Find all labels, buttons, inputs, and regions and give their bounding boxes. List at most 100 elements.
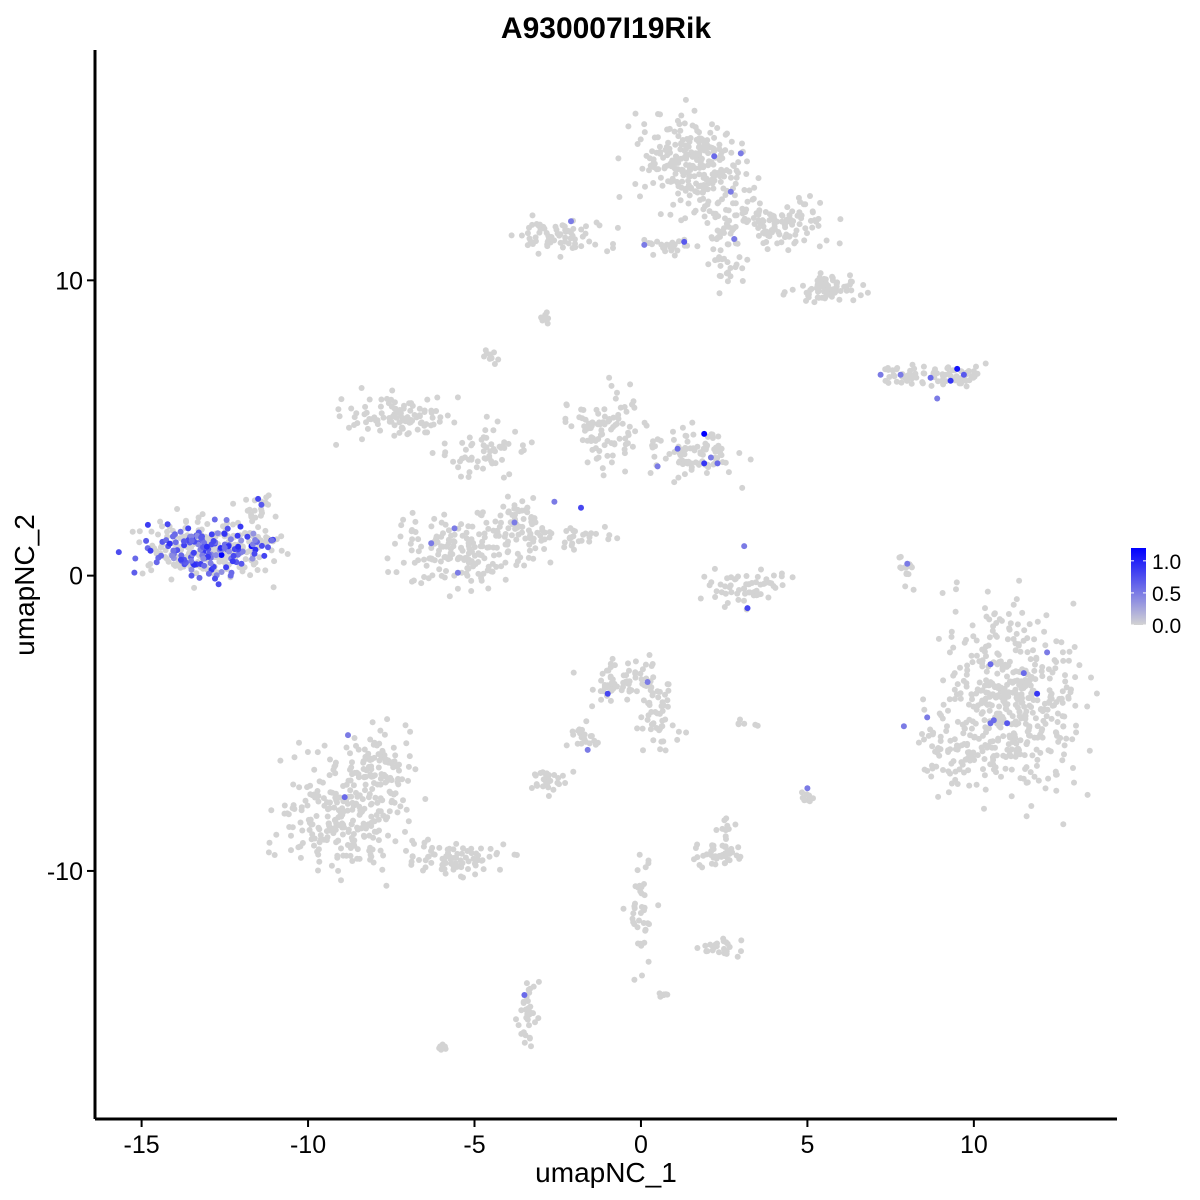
cell-point	[744, 158, 750, 165]
cell-point	[254, 567, 261, 573]
cell-point	[520, 447, 527, 454]
cell-point	[694, 243, 701, 250]
cell-point	[1002, 661, 1009, 668]
cell-point	[609, 655, 616, 662]
cell-point	[412, 766, 419, 773]
cell-point	[679, 424, 686, 431]
cell-point	[709, 235, 716, 242]
cell-point	[765, 232, 772, 239]
cell-point	[561, 223, 568, 230]
cell-point	[306, 827, 313, 833]
cell-point	[324, 813, 331, 820]
cell-point	[491, 361, 498, 367]
expressing-cell-point	[164, 521, 171, 528]
cell-point	[728, 138, 735, 145]
cell-point	[951, 696, 958, 702]
cell-point	[641, 129, 648, 136]
expressing-cell-point	[578, 504, 584, 511]
cell-point	[535, 1015, 542, 1022]
cell-point	[618, 687, 625, 694]
cell-point	[1009, 679, 1016, 686]
cell-point	[366, 416, 373, 422]
cell-point	[458, 473, 464, 480]
cell-point	[1012, 668, 1019, 675]
cell-point	[632, 428, 639, 435]
cell-point	[302, 797, 309, 804]
cell-point	[664, 703, 671, 710]
cell-point	[1012, 753, 1019, 760]
cell-point	[338, 845, 344, 852]
cell-point	[340, 808, 347, 815]
cell-point	[563, 402, 570, 409]
expressing-cell-point	[188, 566, 195, 573]
cell-point	[333, 797, 340, 804]
cell-point	[662, 691, 668, 698]
cell-point	[354, 793, 361, 800]
cell-point	[356, 855, 363, 862]
cell-point	[563, 528, 570, 534]
cell-point	[409, 536, 416, 543]
cell-point	[298, 807, 305, 814]
cell-point	[638, 890, 645, 897]
cell-point	[657, 111, 663, 118]
cell-point	[408, 858, 415, 865]
cell-point	[684, 438, 691, 445]
cell-point	[919, 379, 926, 386]
cell-point	[442, 521, 449, 528]
cell-point	[543, 317, 550, 324]
cell-point	[614, 535, 621, 542]
cell-point	[400, 516, 407, 523]
cell-point	[1039, 734, 1046, 741]
cell-point	[735, 573, 741, 580]
cell-point	[418, 580, 425, 587]
cell-point	[528, 514, 535, 520]
cell-point	[802, 225, 809, 232]
cell-point	[488, 354, 495, 361]
cell-point	[446, 593, 453, 600]
cell-point	[454, 585, 461, 592]
cell-point	[1084, 791, 1091, 798]
cell-point	[350, 831, 357, 837]
cell-point	[441, 452, 448, 459]
cell-point	[697, 595, 704, 602]
cell-point	[1027, 656, 1034, 663]
cell-point	[638, 676, 645, 683]
cell-point	[882, 366, 889, 373]
cell-point	[716, 290, 723, 297]
cell-point	[1049, 702, 1056, 709]
cell-point	[1007, 620, 1014, 627]
cell-point	[468, 536, 475, 543]
cell-point	[447, 545, 454, 552]
cell-point	[613, 420, 620, 427]
x-axis-ticks: -15 -10 -5 0 5 10	[124, 1119, 988, 1159]
expressing-cell-point	[737, 150, 744, 157]
cell-point	[556, 781, 562, 788]
cell-point	[349, 858, 356, 864]
cell-point	[1046, 687, 1053, 694]
cell-point	[338, 877, 344, 884]
cell-point	[343, 852, 350, 859]
expressing-cell-point	[238, 560, 245, 567]
cell-point	[607, 664, 614, 671]
cell-point	[1014, 677, 1021, 684]
cell-point	[1065, 657, 1072, 664]
cell-point	[621, 404, 628, 410]
cell-point	[675, 728, 682, 735]
cell-point	[191, 584, 198, 591]
cell-point	[481, 530, 488, 537]
cell-point	[750, 215, 757, 221]
cell-point	[423, 562, 430, 569]
cell-point	[1033, 762, 1040, 769]
y-tick-label: -10	[47, 858, 83, 886]
cell-point	[480, 448, 487, 455]
cell-point	[850, 297, 857, 304]
cell-point	[946, 696, 953, 703]
cell-point	[380, 852, 387, 859]
cell-point	[724, 259, 731, 266]
expressing-cell-point	[224, 525, 231, 532]
cell-point	[948, 628, 955, 635]
cell-point	[562, 234, 569, 241]
expressing-cell-point	[258, 542, 265, 549]
cell-point	[1060, 723, 1067, 730]
cell-point	[956, 380, 963, 387]
